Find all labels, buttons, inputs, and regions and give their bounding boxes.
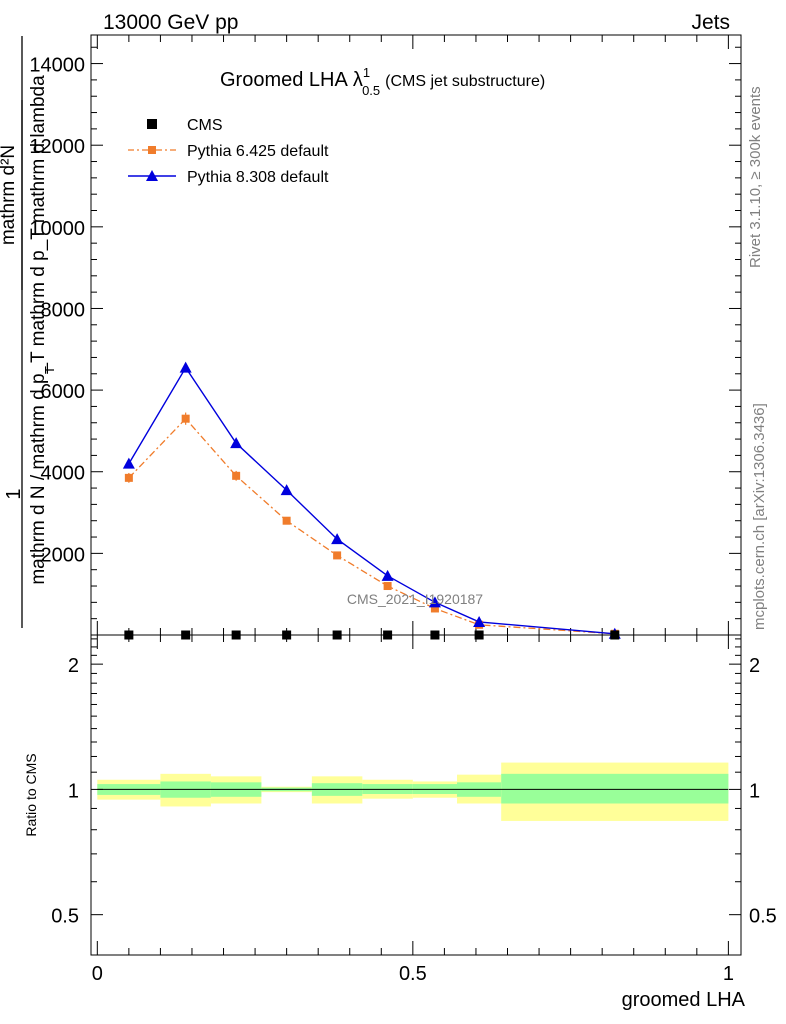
legend-marker-pythia8	[146, 170, 158, 181]
main-ticks: 2000 4000 6000 8000 10000 12000 14000	[29, 35, 741, 636]
point-pythia8	[122, 457, 135, 469]
chart-title-sub: 0.5	[362, 83, 380, 98]
main-ytick-label: 6000	[41, 381, 86, 403]
xtick-label: 0.5	[399, 963, 427, 985]
ratio-ytick-label-right: 1	[749, 780, 760, 802]
main-ytick-label: 14000	[29, 55, 85, 77]
main-ytick-label: 10000	[29, 218, 85, 240]
legend-label-pythia8: Pythia 8.308 default	[187, 169, 329, 186]
main-ytick-label: 2000	[41, 544, 86, 566]
watermark: CMS_2021_I1920187	[347, 591, 483, 607]
ratio-ytick-label-right: 2	[749, 655, 760, 677]
xtick-label: 1	[723, 963, 734, 985]
chart-title: Groomed LHA λ1 0.5 (CMS jet substructure)	[220, 65, 545, 98]
ylabel-denominator: mathrm d N / mathrm d p_T mathrm d p_T m…	[28, 75, 49, 585]
point-pythia8	[331, 533, 344, 545]
ratio-ticks: 0.5 0.5 1 1 2 2 0 0.5 1	[51, 635, 777, 985]
header-right: Jets	[691, 11, 730, 34]
point-pythia6	[124, 473, 133, 482]
point-pythia8	[280, 484, 293, 496]
legend-marker-pythia6	[148, 146, 156, 154]
main-ytick-label: 12000	[29, 136, 85, 158]
main-ytick-label: 4000	[41, 463, 86, 485]
ratio-frame	[90, 634, 742, 956]
ratio-plot-panel: 0.5 0.5 1 1 2 2 0 0.5 1 Ratio to CMS groomed LHA	[23, 634, 777, 1011]
legend-label-cms: CMS	[187, 117, 223, 134]
side-label-top: Rivet 3.1.10, ≥ 300k events	[747, 86, 764, 268]
main-ylabel: 1 mathrm d²N mathrm d N / mathrm d p_T m…	[0, 36, 57, 628]
ylabel-numerator: mathrm d²N	[0, 145, 19, 245]
main-ytick-label: 8000	[41, 299, 86, 321]
ratio-band-inner	[501, 773, 729, 804]
point-pythia8	[428, 596, 441, 608]
ratio-ytick-label-left: 2	[68, 655, 79, 677]
ratio-bands	[97, 762, 729, 821]
point-pythia6	[430, 604, 439, 613]
ratio-ytick-label-left: 0.5	[51, 906, 79, 928]
point-pythia6	[181, 414, 190, 423]
legend-label-pythia6: Pythia 6.425 default	[187, 143, 329, 160]
point-pythia6	[232, 471, 241, 480]
chart-title-symbol: λ	[353, 69, 363, 91]
ylabel-sub: T	[42, 366, 57, 374]
point-pythia8	[230, 437, 243, 449]
xtick-label: 0	[92, 963, 103, 985]
point-pythia6	[333, 551, 342, 560]
ratio-ytick-label-right: 0.5	[749, 906, 777, 928]
ratio-ylabel: Ratio to CMS	[23, 753, 39, 836]
chart-title-sup: 1	[363, 65, 370, 80]
legend: CMS Pythia 6.425 default Pythia 8.308 de…	[128, 117, 329, 186]
chart-title-main: Groomed LHA	[220, 69, 348, 91]
point-pythia8	[473, 615, 486, 627]
ratio-ytick-label-left: 1	[68, 780, 79, 802]
main-series-group	[122, 361, 621, 640]
header-left: 13000 GeV pp	[103, 11, 238, 34]
point-pythia6	[383, 582, 392, 591]
chart-title-suffix: (CMS jet substructure)	[385, 73, 545, 90]
legend-marker-cms	[147, 119, 157, 129]
point-pythia8	[179, 361, 192, 373]
ylabel-top: 1	[3, 488, 25, 499]
side-label-bottom: mcplots.cern.ch [arXiv:1306.3436]	[751, 403, 768, 630]
point-pythia6	[282, 516, 291, 525]
main-plot-panel: 2000 4000 6000 8000 10000 12000 14000 CMS_2021…	[0, 34, 742, 640]
point-pythia8	[381, 569, 394, 581]
xaxis-label: groomed LHA	[622, 989, 746, 1011]
